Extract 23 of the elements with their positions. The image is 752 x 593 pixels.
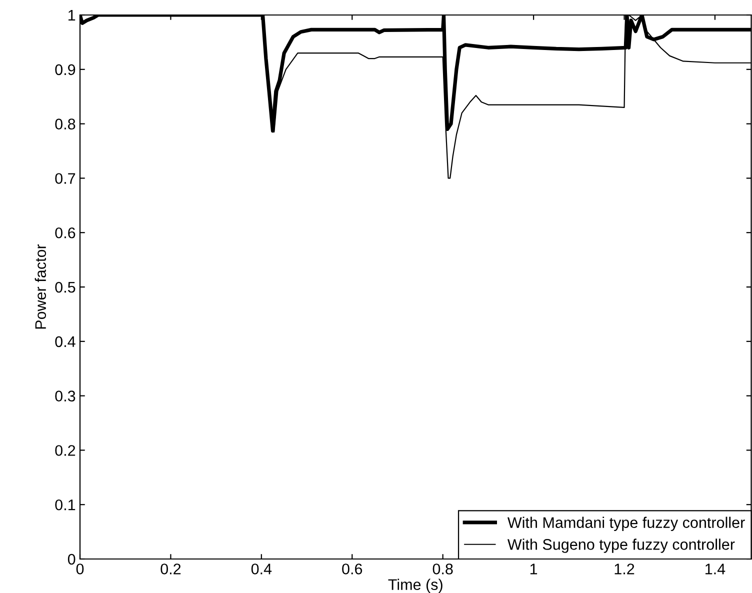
y-tick-label: 0.6: [55, 227, 76, 238]
y-tick-label: 1: [68, 10, 76, 21]
x-axis-title: Time (s): [388, 578, 442, 593]
y-tick-label: 0.5: [55, 282, 76, 293]
y-tick-label: 0.7: [55, 173, 76, 184]
x-tick-label: 0: [76, 564, 84, 574]
y-axis-title: Power factor: [34, 244, 46, 329]
y-tick-label: 0.3: [55, 390, 76, 402]
y-tick-label: 0.1: [55, 499, 76, 510]
x-tick-label: 0.4: [251, 564, 272, 574]
legend-label: With Sugeno type fuzzy controller: [507, 538, 735, 553]
y-tick-label: 0: [68, 554, 76, 565]
legend-label: With Mamdani type fuzzy controller: [507, 516, 745, 532]
x-tick-label: 0.8: [432, 564, 453, 574]
x-tick-label: 1.2: [614, 564, 634, 574]
y-tick-label: 0.2: [55, 445, 76, 456]
x-tick-label: 0.2: [160, 564, 181, 574]
x-tick-label: 1.4: [706, 564, 726, 574]
y-tick-label: 0.9: [55, 64, 76, 76]
y-tick-label: 0.8: [55, 118, 76, 130]
x-tick-label: 0.6: [342, 564, 362, 574]
x-tick-label: 1: [530, 564, 538, 574]
y-tick-label: 0.4: [55, 336, 76, 348]
